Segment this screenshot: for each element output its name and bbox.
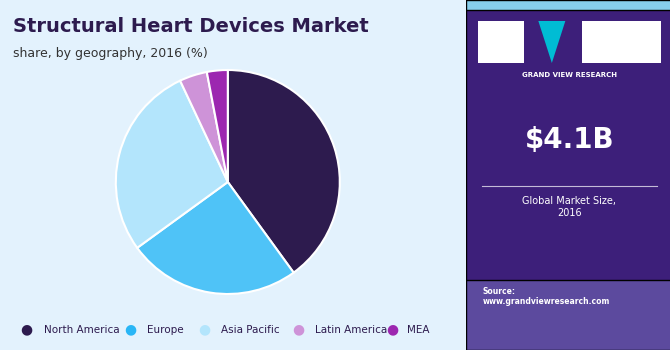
Wedge shape <box>228 70 340 273</box>
Text: Global Market Size,
2016: Global Market Size, 2016 <box>523 196 616 218</box>
Text: GRAND VIEW RESEARCH: GRAND VIEW RESEARCH <box>522 72 617 78</box>
Text: Europe: Europe <box>147 325 184 335</box>
Text: $4.1B: $4.1B <box>525 126 614 154</box>
Wedge shape <box>180 72 228 182</box>
Text: ●: ● <box>386 323 398 337</box>
Text: share, by geography, 2016 (%): share, by geography, 2016 (%) <box>13 47 208 60</box>
Text: Latin America: Latin America <box>315 325 387 335</box>
Text: Asia Pacific: Asia Pacific <box>221 325 280 335</box>
Text: ●: ● <box>125 323 137 337</box>
Text: ●: ● <box>21 323 33 337</box>
FancyBboxPatch shape <box>466 280 670 350</box>
Wedge shape <box>137 182 293 294</box>
Text: ●: ● <box>198 323 210 337</box>
Bar <box>582 21 661 63</box>
Polygon shape <box>538 21 565 63</box>
Text: Structural Heart Devices Market: Structural Heart Devices Market <box>13 18 369 36</box>
Wedge shape <box>207 70 228 182</box>
Wedge shape <box>116 80 228 248</box>
Bar <box>478 21 524 63</box>
Text: Source:
www.grandviewresearch.com: Source: www.grandviewresearch.com <box>482 287 610 306</box>
FancyBboxPatch shape <box>466 0 670 10</box>
FancyBboxPatch shape <box>466 0 670 350</box>
Text: North America: North America <box>44 325 119 335</box>
Text: MEA: MEA <box>407 325 430 335</box>
Text: ●: ● <box>292 323 304 337</box>
